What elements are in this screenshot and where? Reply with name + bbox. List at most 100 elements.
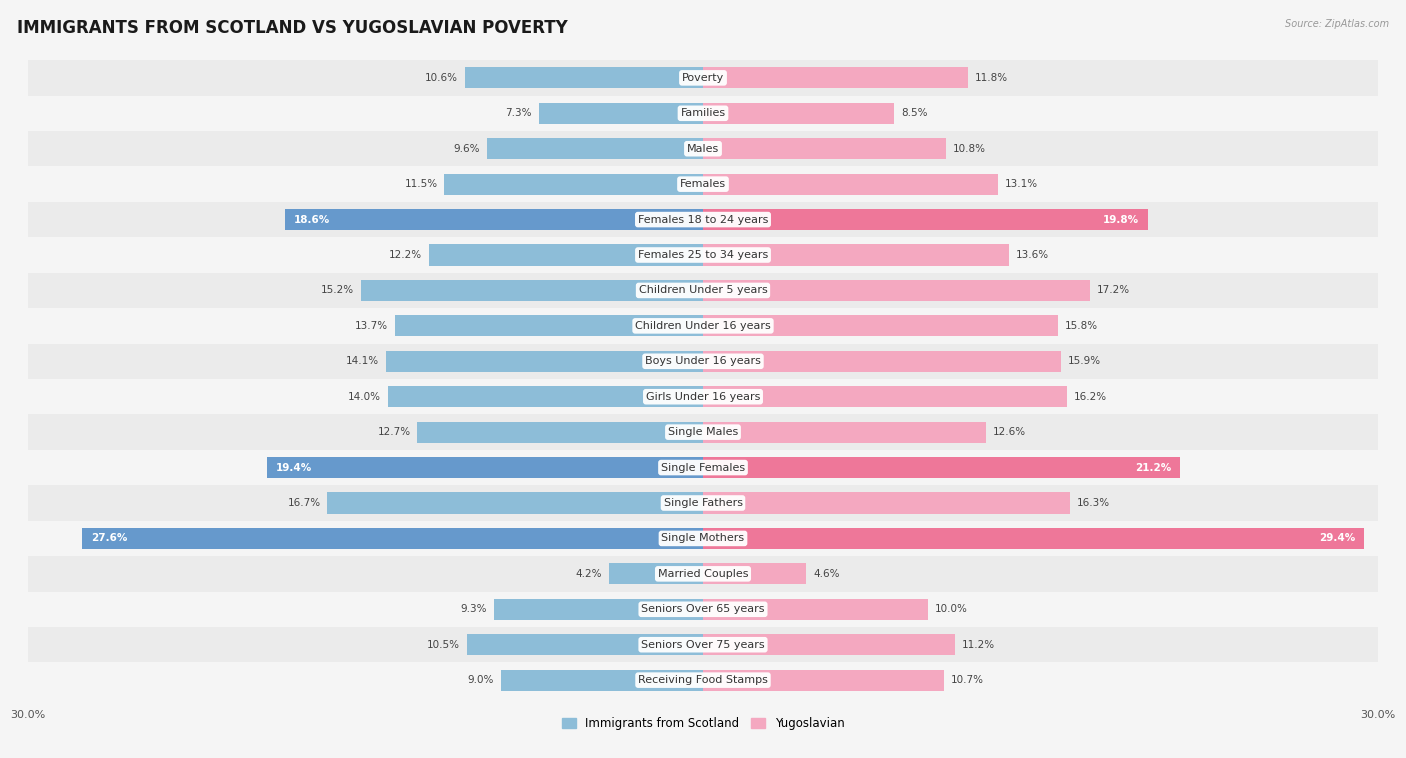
Text: Seniors Over 65 years: Seniors Over 65 years: [641, 604, 765, 614]
Text: Poverty: Poverty: [682, 73, 724, 83]
Bar: [395, 315, 703, 337]
Text: 15.8%: 15.8%: [1066, 321, 1098, 330]
Bar: [703, 599, 928, 620]
Bar: [703, 315, 1059, 337]
Text: 29.4%: 29.4%: [1319, 534, 1355, 543]
Text: Source: ZipAtlas.com: Source: ZipAtlas.com: [1285, 19, 1389, 29]
Text: Boys Under 16 years: Boys Under 16 years: [645, 356, 761, 366]
Text: 13.6%: 13.6%: [1015, 250, 1049, 260]
Bar: [28, 591, 1378, 627]
Text: 17.2%: 17.2%: [1097, 286, 1130, 296]
Bar: [28, 521, 1378, 556]
Bar: [486, 138, 703, 159]
Bar: [385, 351, 703, 372]
Text: Females 25 to 34 years: Females 25 to 34 years: [638, 250, 768, 260]
Text: Single Males: Single Males: [668, 428, 738, 437]
Text: 15.2%: 15.2%: [321, 286, 354, 296]
Text: 16.2%: 16.2%: [1074, 392, 1108, 402]
Bar: [28, 309, 1378, 343]
Bar: [28, 379, 1378, 415]
Bar: [28, 131, 1378, 167]
Bar: [703, 174, 998, 195]
Bar: [467, 634, 703, 656]
Bar: [28, 556, 1378, 591]
Bar: [703, 493, 1070, 514]
Bar: [284, 209, 703, 230]
Bar: [361, 280, 703, 301]
Bar: [703, 457, 1180, 478]
Text: 11.8%: 11.8%: [976, 73, 1008, 83]
Text: 19.4%: 19.4%: [276, 462, 312, 472]
Text: 15.9%: 15.9%: [1067, 356, 1101, 366]
Legend: Immigrants from Scotland, Yugoslavian: Immigrants from Scotland, Yugoslavian: [557, 713, 849, 735]
Bar: [444, 174, 703, 195]
Bar: [703, 244, 1010, 265]
Text: Married Couples: Married Couples: [658, 568, 748, 579]
Text: Single Fathers: Single Fathers: [664, 498, 742, 508]
Text: 7.3%: 7.3%: [506, 108, 531, 118]
Text: 12.2%: 12.2%: [388, 250, 422, 260]
Bar: [328, 493, 703, 514]
Text: 13.7%: 13.7%: [354, 321, 388, 330]
Text: 4.6%: 4.6%: [813, 568, 839, 579]
Text: 10.5%: 10.5%: [427, 640, 460, 650]
Text: 13.1%: 13.1%: [1004, 179, 1038, 190]
Bar: [28, 237, 1378, 273]
Bar: [464, 67, 703, 89]
Text: 10.6%: 10.6%: [425, 73, 458, 83]
Text: Single Females: Single Females: [661, 462, 745, 472]
Text: 9.6%: 9.6%: [454, 144, 481, 154]
Text: 12.6%: 12.6%: [993, 428, 1026, 437]
Text: 14.1%: 14.1%: [346, 356, 380, 366]
Bar: [388, 386, 703, 407]
Bar: [28, 627, 1378, 662]
Text: 21.2%: 21.2%: [1135, 462, 1171, 472]
Bar: [28, 202, 1378, 237]
Bar: [28, 449, 1378, 485]
Text: Families: Families: [681, 108, 725, 118]
Text: 10.0%: 10.0%: [935, 604, 967, 614]
Bar: [703, 138, 946, 159]
Text: Children Under 16 years: Children Under 16 years: [636, 321, 770, 330]
Bar: [28, 96, 1378, 131]
Bar: [28, 343, 1378, 379]
Bar: [703, 634, 955, 656]
Text: 14.0%: 14.0%: [349, 392, 381, 402]
Bar: [429, 244, 703, 265]
Bar: [703, 421, 987, 443]
Bar: [28, 167, 1378, 202]
Text: 16.7%: 16.7%: [287, 498, 321, 508]
Bar: [28, 415, 1378, 449]
Bar: [28, 485, 1378, 521]
Text: 27.6%: 27.6%: [91, 534, 128, 543]
Bar: [28, 60, 1378, 96]
Bar: [538, 102, 703, 124]
Bar: [703, 669, 943, 691]
Bar: [703, 102, 894, 124]
Bar: [703, 528, 1364, 549]
Text: Seniors Over 75 years: Seniors Over 75 years: [641, 640, 765, 650]
Text: 4.2%: 4.2%: [575, 568, 602, 579]
Text: 19.8%: 19.8%: [1104, 215, 1139, 224]
Text: 10.7%: 10.7%: [950, 675, 983, 685]
Bar: [703, 386, 1067, 407]
Bar: [703, 209, 1149, 230]
Bar: [28, 273, 1378, 309]
Bar: [703, 67, 969, 89]
Text: IMMIGRANTS FROM SCOTLAND VS YUGOSLAVIAN POVERTY: IMMIGRANTS FROM SCOTLAND VS YUGOSLAVIAN …: [17, 19, 568, 37]
Text: 16.3%: 16.3%: [1077, 498, 1109, 508]
Bar: [82, 528, 703, 549]
Text: 11.5%: 11.5%: [405, 179, 437, 190]
Bar: [703, 563, 807, 584]
Text: Receiving Food Stamps: Receiving Food Stamps: [638, 675, 768, 685]
Text: Females 18 to 24 years: Females 18 to 24 years: [638, 215, 768, 224]
Bar: [267, 457, 703, 478]
Text: 8.5%: 8.5%: [901, 108, 928, 118]
Text: 12.7%: 12.7%: [377, 428, 411, 437]
Bar: [609, 563, 703, 584]
Text: 9.3%: 9.3%: [461, 604, 486, 614]
Text: 18.6%: 18.6%: [294, 215, 330, 224]
Text: 10.8%: 10.8%: [953, 144, 986, 154]
Text: 9.0%: 9.0%: [467, 675, 494, 685]
Bar: [703, 280, 1090, 301]
